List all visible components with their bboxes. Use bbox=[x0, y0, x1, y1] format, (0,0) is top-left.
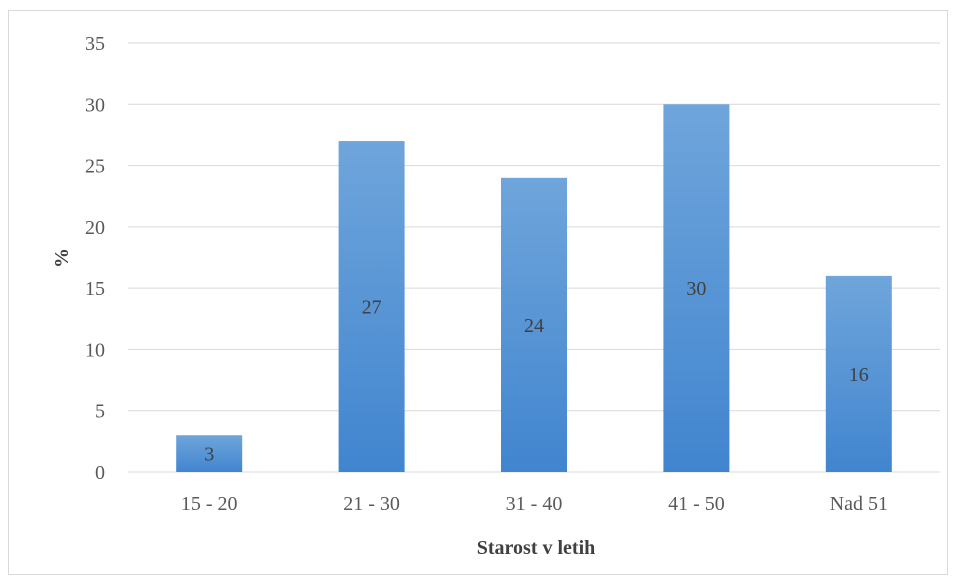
bar bbox=[338, 141, 405, 473]
data-labels: 3 27 24 30 16 bbox=[204, 278, 869, 465]
x-tick-label: 31 - 40 bbox=[506, 493, 563, 515]
y-tick-label: 0 bbox=[95, 462, 105, 484]
x-tick-label: 41 - 50 bbox=[668, 493, 725, 515]
bar bbox=[663, 104, 730, 473]
y-tick-label: 25 bbox=[85, 156, 105, 178]
y-axis-ticks: 0 5 10 15 20 25 30 35 bbox=[85, 33, 105, 484]
bar-value-label: 24 bbox=[524, 315, 544, 337]
bar-value-label: 30 bbox=[686, 278, 706, 300]
x-axis-title: Starost v letih bbox=[477, 537, 596, 559]
bar-value-label: 27 bbox=[362, 297, 382, 319]
y-tick-label: 30 bbox=[85, 94, 105, 116]
y-tick-label: 35 bbox=[85, 33, 105, 55]
y-tick-label: 20 bbox=[85, 217, 105, 239]
bar bbox=[825, 275, 892, 472]
y-tick-label: 5 bbox=[95, 401, 105, 423]
bar bbox=[176, 435, 243, 472]
bar-value-label: 3 bbox=[204, 444, 214, 466]
bar-value-label: 16 bbox=[849, 364, 869, 386]
bar bbox=[501, 177, 567, 473]
bars bbox=[176, 104, 892, 473]
y-axis-title: % bbox=[51, 248, 73, 268]
y-tick-label: 10 bbox=[85, 339, 105, 361]
x-tick-label: 21 - 30 bbox=[343, 493, 400, 515]
x-tick-label: 15 - 20 bbox=[181, 493, 238, 515]
x-tick-label: Nad 51 bbox=[830, 493, 888, 515]
y-tick-label: 15 bbox=[85, 278, 105, 300]
x-axis-ticks: 15 - 20 21 - 30 31 - 40 41 - 50 Nad 51 bbox=[181, 493, 888, 515]
